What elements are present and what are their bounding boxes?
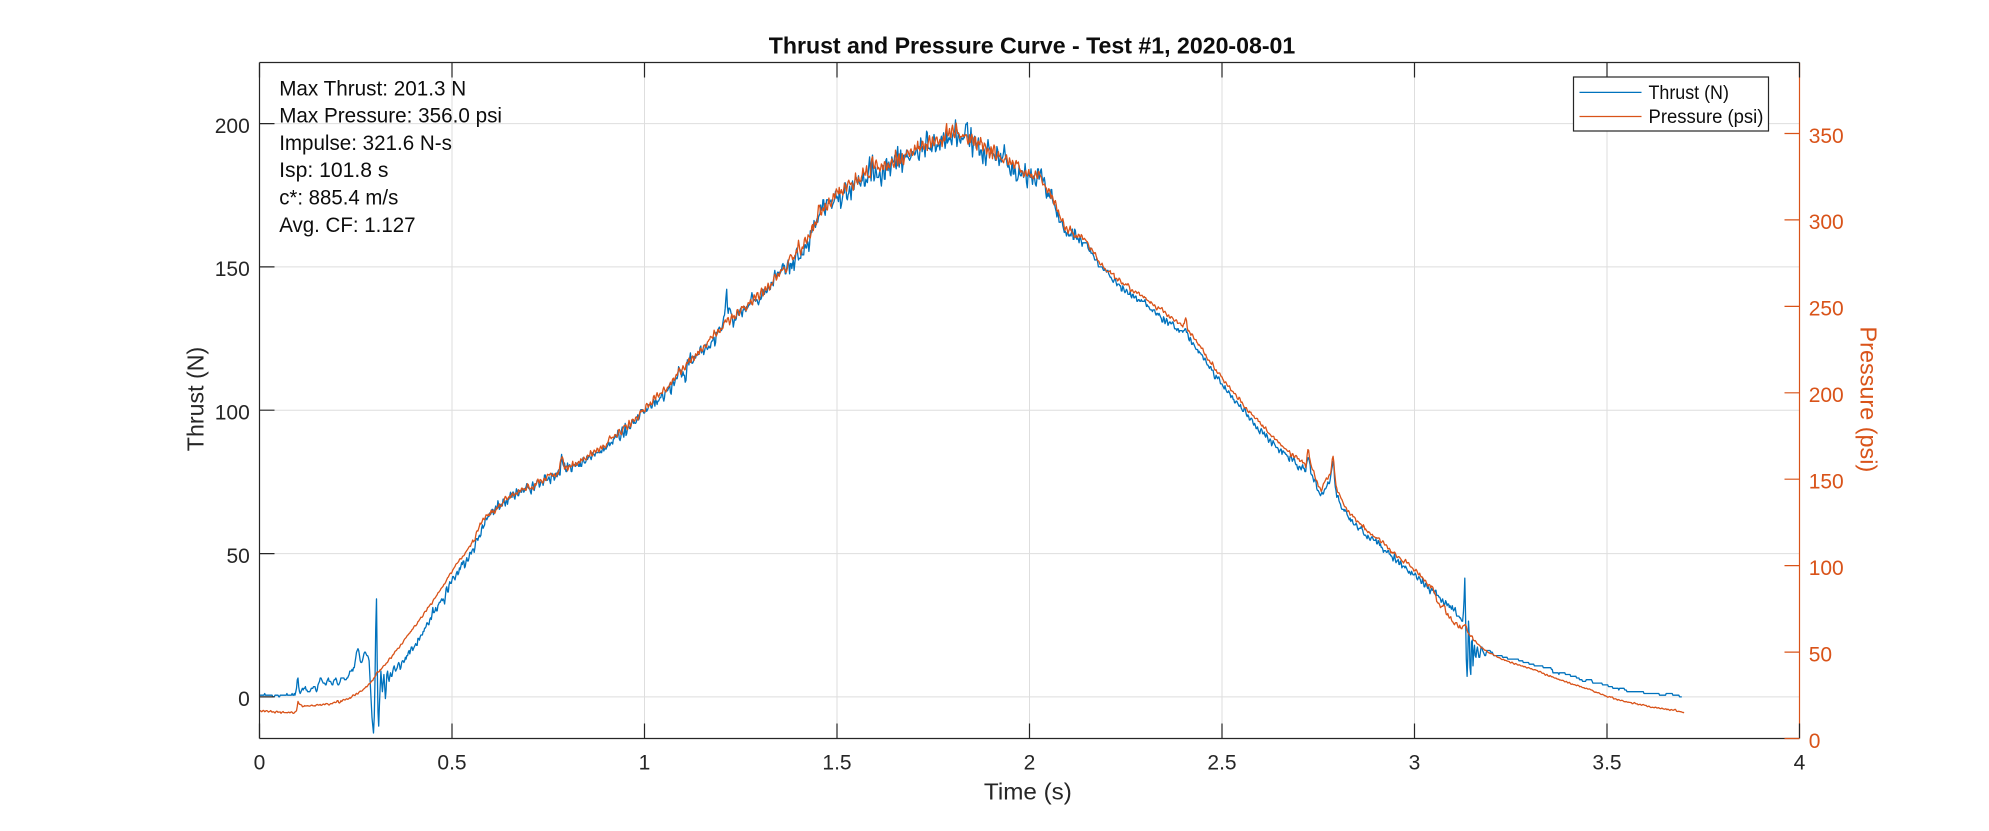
svg-text:2: 2 <box>1024 751 1036 774</box>
svg-text:0: 0 <box>254 751 266 774</box>
svg-text:350: 350 <box>1809 125 1844 148</box>
svg-text:1.5: 1.5 <box>822 751 851 774</box>
svg-text:150: 150 <box>1809 471 1844 494</box>
svg-text:2.5: 2.5 <box>1207 751 1236 774</box>
svg-text:200: 200 <box>215 115 250 138</box>
svg-text:Impulse: 321.6 N-s: Impulse: 321.6 N-s <box>279 132 452 155</box>
svg-text:1: 1 <box>639 751 651 774</box>
svg-text:Thrust (N): Thrust (N) <box>1649 83 1729 104</box>
svg-text:100: 100 <box>215 402 250 425</box>
svg-text:100: 100 <box>1809 557 1844 580</box>
svg-text:Thrust (N): Thrust (N) <box>183 347 209 452</box>
svg-text:Thrust and Pressure Curve - Te: Thrust and Pressure Curve - Test #1, 202… <box>769 33 1296 59</box>
svg-text:Isp: 101.8 s: Isp: 101.8 s <box>279 159 388 182</box>
svg-text:Max Thrust: 201.3 N: Max Thrust: 201.3 N <box>279 77 466 100</box>
svg-text:150: 150 <box>215 258 250 281</box>
svg-text:Time (s): Time (s) <box>984 779 1072 805</box>
svg-text:0: 0 <box>1809 730 1821 753</box>
svg-text:3: 3 <box>1409 751 1421 774</box>
svg-text:Max Pressure: 356.0 psi: Max Pressure: 356.0 psi <box>279 105 502 128</box>
svg-text:250: 250 <box>1809 298 1844 321</box>
svg-text:c*: 885.4 m/s: c*: 885.4 m/s <box>279 187 398 210</box>
svg-text:Pressure (psi): Pressure (psi) <box>1649 107 1764 128</box>
svg-text:0.5: 0.5 <box>437 751 466 774</box>
svg-text:50: 50 <box>1809 643 1832 666</box>
svg-text:Pressure (psi): Pressure (psi) <box>1856 327 1882 473</box>
svg-text:50: 50 <box>226 545 249 568</box>
svg-text:300: 300 <box>1809 211 1844 234</box>
svg-text:200: 200 <box>1809 384 1844 407</box>
svg-text:3.5: 3.5 <box>1592 751 1621 774</box>
svg-text:Avg. CF: 1.127: Avg. CF: 1.127 <box>279 214 415 237</box>
svg-text:0: 0 <box>238 688 250 711</box>
svg-text:4: 4 <box>1794 751 1806 774</box>
